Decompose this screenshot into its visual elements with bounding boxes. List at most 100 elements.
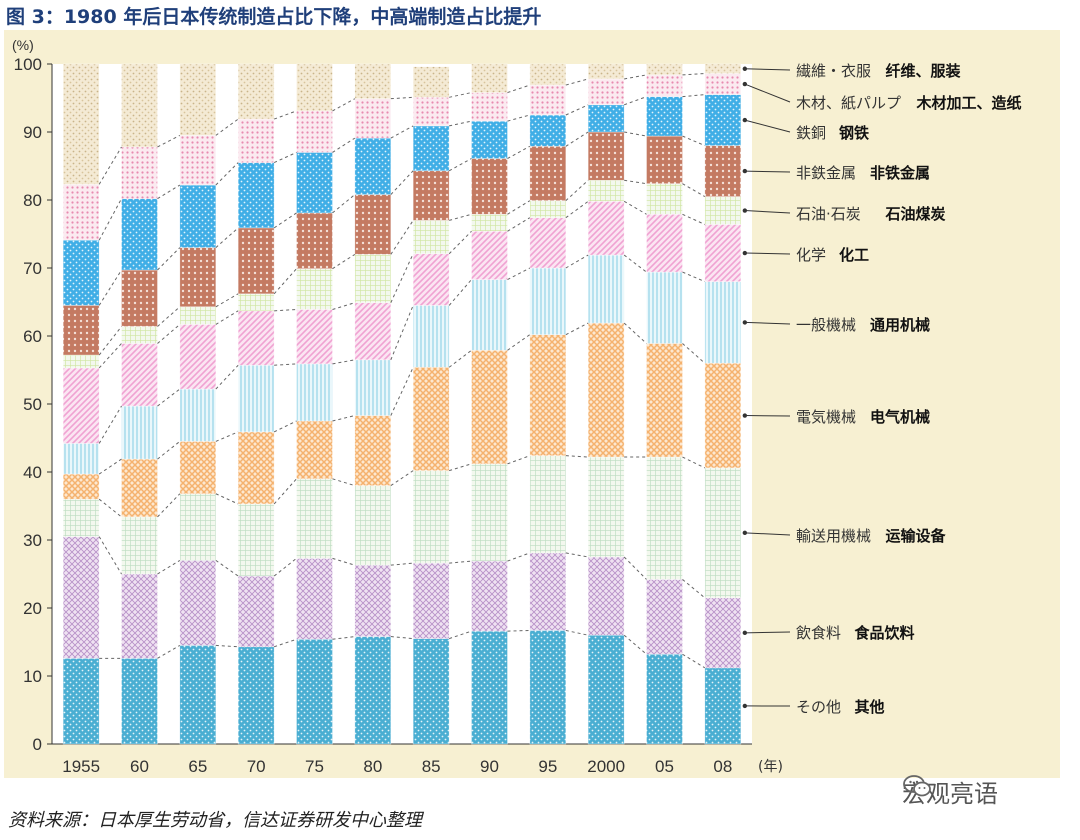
- bar-segment: [646, 213, 683, 273]
- y-tick-label: 50: [23, 395, 42, 414]
- bar-segment: [62, 63, 100, 185]
- legend-label-ja: 鉄銅: [796, 124, 826, 142]
- bar-segment: [587, 78, 625, 106]
- bar-segment: [354, 359, 392, 416]
- legend-leader-dot: [742, 413, 748, 418]
- legend-label-cn: 食品饮料: [855, 624, 915, 642]
- bar-segment: [296, 558, 333, 640]
- y-tick-label: 90: [23, 123, 42, 142]
- bar-segment: [471, 279, 508, 351]
- bar-segment: [704, 63, 742, 74]
- bar-segment: [237, 575, 275, 648]
- bar-segment: [237, 431, 275, 505]
- bar-segment: [296, 420, 333, 480]
- bar-segment: [354, 63, 392, 99]
- bar-segment: [237, 310, 275, 366]
- bar-segment: [587, 322, 625, 458]
- bar-segment: [704, 597, 742, 669]
- y-tick-label: 20: [23, 599, 42, 618]
- x-unit-label: (年): [758, 759, 783, 775]
- bar-segment: [62, 367, 100, 444]
- bar-segment: [529, 552, 567, 631]
- bar-segment: [121, 269, 158, 327]
- legend-leader-line: [744, 83, 791, 103]
- segment-connector: [98, 94, 705, 241]
- bar-segment: [296, 268, 333, 310]
- bar-segment: [646, 96, 683, 137]
- legend-label-ja: 輸送用機械: [796, 527, 871, 545]
- y-unit-label: (%): [12, 37, 34, 53]
- bar-segment: [62, 443, 100, 475]
- bar-segment: [62, 239, 100, 306]
- bar-segment: [471, 213, 508, 232]
- y-tick-label: 40: [23, 463, 42, 482]
- bar-segment: [179, 441, 217, 495]
- bar-segment: [471, 560, 508, 632]
- legend-leader-line: [744, 532, 791, 536]
- bar-segment: [62, 658, 100, 745]
- bar-segment: [354, 636, 392, 745]
- bar-segment: [237, 503, 275, 577]
- bar-segment: [179, 493, 217, 561]
- legend-label-cn: 运输设备: [886, 527, 947, 545]
- bar-segment: [354, 137, 392, 195]
- legend-label-cn: 电气机械: [870, 408, 930, 426]
- bar-segment: [237, 162, 275, 229]
- legend-label-ja: 非鉄金属: [796, 164, 856, 182]
- legend-leader-dot: [742, 117, 748, 123]
- x-tick-label: 80: [363, 757, 382, 776]
- bar-segment: [704, 362, 742, 469]
- bar-segment: [179, 247, 217, 308]
- y-tick-label: 10: [23, 667, 42, 686]
- plot-area: [52, 64, 752, 744]
- bar-segment: [529, 334, 567, 456]
- bar-segment: [121, 658, 158, 745]
- bar-segment: [529, 63, 567, 86]
- legend-leader-dot: [742, 208, 748, 213]
- legend-leader-dot: [742, 81, 748, 87]
- bar-segment: [62, 305, 100, 356]
- bar-segment: [471, 120, 508, 159]
- bar-segment: [471, 349, 508, 465]
- x-tick-label: 08: [713, 757, 732, 776]
- bar-segment: [412, 562, 450, 639]
- legend-leader-dot: [742, 250, 748, 256]
- bar-segment: [179, 135, 217, 186]
- legend-leader-line: [744, 631, 791, 634]
- bar-segment: [179, 388, 217, 442]
- bar-segment: [179, 324, 217, 390]
- legend-label-cn: 石油煤炭: [885, 205, 946, 223]
- x-tick-label: 75: [305, 757, 324, 776]
- bar-segment: [704, 196, 742, 225]
- bar-segment: [237, 293, 275, 312]
- bar-segment: [646, 579, 683, 655]
- bar-segment: [587, 179, 625, 202]
- bar-segment: [412, 97, 450, 127]
- bar-segment: [121, 198, 158, 271]
- y-tick-label: 0: [33, 735, 42, 754]
- bar-segment: [529, 145, 567, 201]
- bar-segment: [646, 135, 683, 184]
- bar-segment: [237, 364, 275, 433]
- bar-segment: [587, 556, 625, 636]
- legend-label-cn: 通用机械: [870, 316, 930, 334]
- legend-label-cn: 钢铁: [839, 124, 869, 142]
- bar-segment: [704, 73, 742, 95]
- legend-label-cn: 其他: [855, 698, 885, 716]
- bar-segment: [587, 201, 625, 256]
- bar-segment: [471, 230, 508, 280]
- watermark: 宏观亮语: [902, 774, 998, 809]
- bar-segment: [471, 630, 508, 745]
- bar-segment: [587, 104, 625, 133]
- segment-connector: [98, 179, 706, 356]
- bar-segment: [704, 94, 742, 146]
- bar-segment: [62, 498, 100, 537]
- bar-segment: [587, 63, 625, 80]
- bar-segment: [412, 638, 450, 745]
- legend-leader-dot: [742, 320, 748, 325]
- segment-connector: [98, 131, 706, 306]
- bar-segment: [121, 573, 158, 659]
- y-tick-label: 100: [14, 55, 42, 74]
- bar-segment: [296, 638, 333, 745]
